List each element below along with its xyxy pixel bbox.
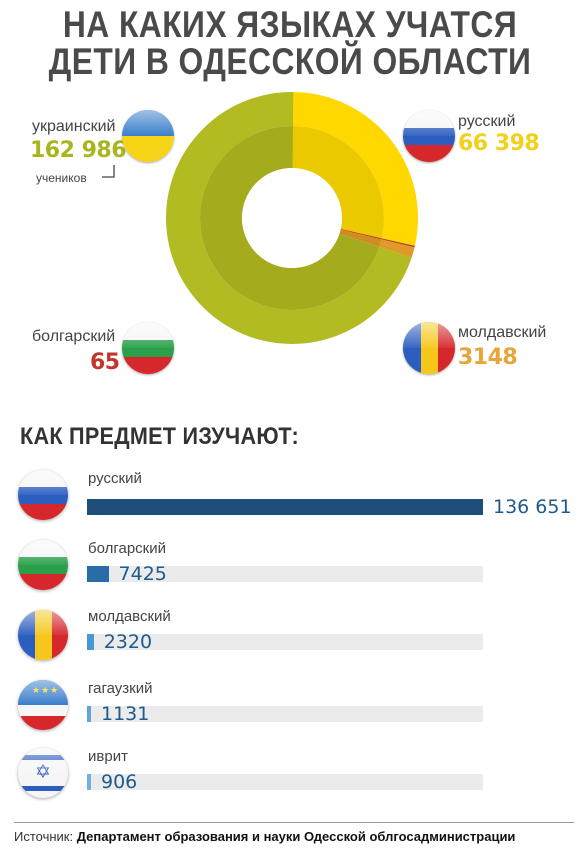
students-annotation: учеников xyxy=(36,171,87,185)
bar-label: гагаузкий xyxy=(88,680,153,697)
legend-ukrainian-count: 162 986 xyxy=(30,138,127,163)
bar-value: 906 xyxy=(101,771,138,793)
legend-ukrainian-name: украинский xyxy=(32,118,116,135)
donut-slice-inner-молдавский xyxy=(339,229,382,247)
donut-slice-болгарский xyxy=(381,238,415,248)
moldova-flag-icon xyxy=(403,322,455,374)
annotation-pointer-icon xyxy=(102,165,115,178)
bar-label: молдавский xyxy=(88,608,171,625)
bar-track xyxy=(87,499,483,515)
donut-chart xyxy=(165,92,419,344)
bar-label: иврит xyxy=(88,748,128,765)
source-note: Источник: Департамент образования и наук… xyxy=(14,822,574,844)
bar xyxy=(87,499,483,515)
legend-bulgarian-count: 65 xyxy=(90,350,120,375)
donut-hole xyxy=(242,168,342,268)
gagauzia-flag-icon: ★★★ xyxy=(18,680,68,730)
chart-title: НА КАКИХ ЯЗЫКАХ УЧАТСЯ ДЕТИ В ОДЕССКОЙ О… xyxy=(41,6,540,80)
donut-slice-русский xyxy=(292,92,419,246)
legend-moldovan-count: 3148 xyxy=(458,345,518,370)
source-label: Источник: xyxy=(14,829,74,844)
bar-label: русский xyxy=(88,470,142,487)
russia-flag-icon xyxy=(18,470,68,520)
donut-slice-inner-болгарский xyxy=(340,229,382,240)
legend-bulgarian-name: болгарский xyxy=(32,328,116,345)
bar-value: 1131 xyxy=(101,703,150,725)
legend-moldovan-name: молдавский xyxy=(458,324,547,341)
bar xyxy=(87,634,94,650)
bar-label: болгарский xyxy=(88,540,167,557)
bar-value: 2320 xyxy=(103,631,153,653)
donut-slice-молдавский xyxy=(379,239,415,258)
russia-flag-icon xyxy=(403,110,455,162)
bar xyxy=(87,566,109,582)
bar-value: 136 651 xyxy=(493,496,572,518)
title-line-1: НА КАКИХ ЯЗЫКАХ УЧАТСЯ xyxy=(62,4,518,45)
donut-slice-inner-украинский xyxy=(200,126,380,311)
bulgaria-flag-icon xyxy=(18,540,68,590)
ukraine-flag-icon xyxy=(122,110,174,162)
bar-track xyxy=(87,774,483,790)
source-text: Департамент образования и науки Одесской… xyxy=(76,829,516,844)
donut-slice-inner-русский xyxy=(292,126,385,239)
title-line-2: ДЕТИ В ОДЕССКОЙ ОБЛАСТИ xyxy=(48,41,532,82)
bar-track xyxy=(87,634,483,650)
bar-track xyxy=(87,706,483,722)
legend-russian-name: русский xyxy=(458,113,516,130)
bulgaria-flag-icon xyxy=(122,322,174,374)
section-title: КАК ПРЕДМЕТ ИЗУЧАЮТ: xyxy=(20,423,299,450)
moldova-flag-icon xyxy=(18,610,68,660)
bar-track xyxy=(87,566,483,582)
israel-flag-icon: ✡ xyxy=(18,748,68,798)
bar xyxy=(87,774,91,790)
legend-russian-count: 66 398 xyxy=(458,131,540,156)
bar xyxy=(87,706,91,722)
bar-value: 7425 xyxy=(118,563,167,585)
